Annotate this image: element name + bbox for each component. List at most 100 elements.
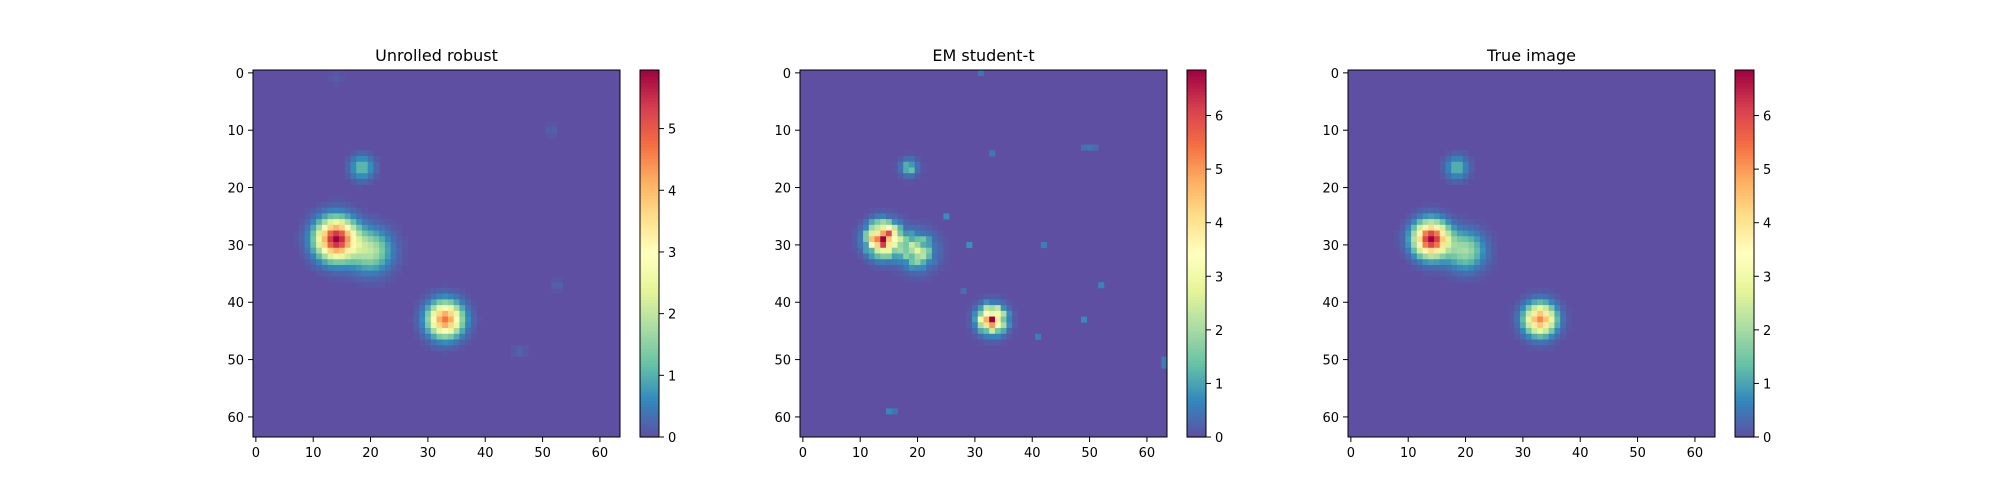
- colorbar-segment: [640, 412, 659, 417]
- heatmap-cell: [436, 322, 443, 329]
- heatmap-cell: [339, 219, 346, 226]
- heatmap-cell: [1434, 230, 1441, 237]
- heatmap-cell: [1554, 316, 1561, 323]
- heatmap-cell: [379, 253, 386, 260]
- heatmap-cell: [1422, 270, 1429, 277]
- heatmap-cell: [863, 259, 870, 266]
- colorbar-segment: [1187, 250, 1206, 255]
- heatmap-cell: [983, 339, 990, 346]
- heatmap-cell: [1474, 259, 1481, 266]
- heatmap-cell: [350, 178, 357, 186]
- colorbar-segment: [1735, 378, 1754, 383]
- heatmap-cell: [1485, 230, 1492, 237]
- heatmap-cell: [1405, 230, 1412, 237]
- heatmap-cell: [1040, 242, 1047, 249]
- x-tick-label: 30: [1515, 446, 1532, 461]
- colorbar-tick-label: 2: [1215, 324, 1223, 339]
- colorbar-segment: [1735, 91, 1754, 96]
- heatmap-cell: [1451, 161, 1458, 168]
- heatmap-cell: [356, 259, 363, 266]
- heatmap-cell: [914, 264, 921, 272]
- heatmap-cell: [442, 299, 449, 306]
- colorbar-segment: [640, 186, 659, 190]
- heatmap-cell: [1514, 305, 1521, 312]
- heatmap-cell: [327, 259, 334, 266]
- colorbar-segment: [1187, 112, 1206, 117]
- heatmap-cell: [1554, 305, 1561, 312]
- heatmap-cell: [851, 247, 858, 254]
- heatmap-cell: [908, 253, 916, 260]
- colorbar-segment: [640, 201, 659, 206]
- colorbar-segment: [640, 317, 659, 322]
- heatmap-cell: [1428, 247, 1435, 254]
- heatmap-cell: [465, 305, 472, 312]
- heatmap-cell: [880, 207, 887, 214]
- heatmap-cell: [379, 213, 386, 220]
- heatmap-cell: [459, 299, 466, 306]
- heatmap-cell: [994, 322, 1002, 329]
- heatmap-cell: [1554, 310, 1561, 317]
- heatmap-cell: [1456, 156, 1464, 163]
- heatmap-cell: [1416, 236, 1423, 243]
- heatmap-cell: [897, 156, 904, 163]
- heatmap-cell: [361, 156, 369, 163]
- heatmap-cell: [1422, 236, 1429, 243]
- heatmap-cell: [1439, 253, 1446, 260]
- colorbar-segment: [1735, 235, 1754, 239]
- heatmap-cell: [960, 287, 967, 294]
- heatmap-cell: [1537, 333, 1544, 340]
- heatmap-cell: [367, 178, 374, 186]
- colorbar-segment: [1187, 290, 1206, 294]
- heatmap-cell: [937, 242, 944, 249]
- colorbar-segment: [640, 397, 659, 401]
- heatmap-cell: [436, 299, 443, 306]
- heatmap-cell: [1520, 305, 1527, 312]
- colorbar-segment: [1735, 192, 1754, 196]
- colorbar-segment: [1735, 274, 1754, 279]
- colorbar-segment: [1187, 118, 1206, 123]
- colorbar-segment: [1187, 195, 1206, 200]
- heatmap-cell: [891, 213, 898, 220]
- heatmap-cell: [453, 287, 460, 294]
- heatmap-cell: [310, 259, 317, 266]
- colorbar-segment: [1735, 363, 1754, 368]
- heatmap-cell: [430, 345, 437, 352]
- heatmap-cell: [453, 339, 460, 346]
- heatmap-cell: [1525, 333, 1532, 340]
- heatmap-cell: [465, 339, 472, 346]
- heatmap-cell: [333, 196, 340, 203]
- heatmap-cell: [920, 259, 927, 266]
- heatmap-cell: [333, 213, 340, 220]
- colorbar-segment: [640, 259, 659, 264]
- heatmap-cell: [1428, 230, 1435, 237]
- heatmap-cell: [868, 213, 875, 220]
- heatmap-cell: [321, 213, 328, 220]
- colorbar-segment: [1735, 180, 1754, 184]
- heatmap-cell: [430, 293, 437, 300]
- heatmap-cell: [1434, 264, 1441, 272]
- colorbar-segment: [1735, 238, 1754, 242]
- colorbar-segment: [640, 183, 659, 187]
- colorbar-segment: [640, 268, 659, 273]
- colorbar-segment: [1735, 409, 1754, 414]
- heatmap-cell: [1468, 270, 1475, 277]
- heatmap-cell: [914, 161, 921, 168]
- heatmap-cell: [874, 242, 881, 249]
- colorbar: 0 1 2 3 4 5: [639, 69, 676, 446]
- heatmap-cell: [316, 259, 323, 266]
- colorbar-segment: [1187, 201, 1206, 206]
- colorbar-segment: [640, 409, 659, 414]
- heatmap-cell: [511, 350, 518, 358]
- heatmap-cell: [327, 236, 334, 243]
- heatmap-cell: [298, 253, 305, 260]
- heatmap-cell: [373, 270, 380, 277]
- heatmap-cell: [931, 230, 938, 237]
- heatmap-cell: [1462, 253, 1469, 260]
- heatmap-cell: [453, 333, 460, 340]
- heatmap-cell: [356, 282, 363, 289]
- heatmap-cell: [1456, 270, 1464, 277]
- heatmap-cell: [551, 287, 558, 294]
- heatmap-cell: [903, 276, 910, 283]
- heatmap-cell: [367, 247, 374, 254]
- heatmap-cell: [356, 224, 363, 231]
